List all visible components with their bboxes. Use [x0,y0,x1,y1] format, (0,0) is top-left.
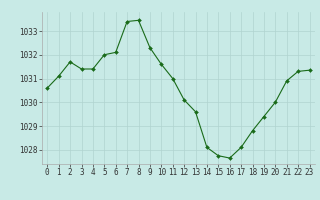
Text: Graphe pression niveau de la mer (hPa): Graphe pression niveau de la mer (hPa) [58,185,262,194]
